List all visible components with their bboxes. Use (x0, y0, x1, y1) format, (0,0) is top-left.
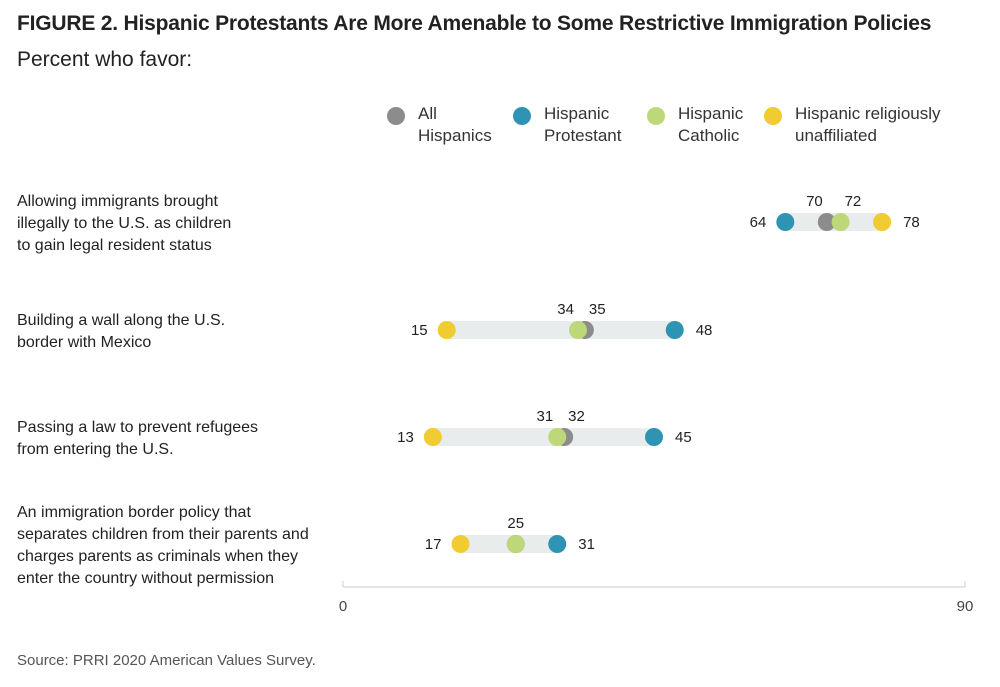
x-tick-label: 0 (339, 598, 347, 615)
legend-label-hispanic-religiously-unaffiliated: unaffiliated (795, 126, 877, 145)
legend-label-hispanic-catholic: Hispanic (678, 104, 744, 123)
row-label: separates children from their parents an… (17, 526, 309, 543)
row-3: Passing a law to prevent refugees from en… (17, 408, 692, 458)
legend-label-all-hispanics: Hispanics (418, 126, 492, 145)
row-2: Building a wall along the U.S. border wit… (17, 301, 712, 351)
legend-label-all-hispanics: All (418, 104, 437, 123)
row-label: to gain legal resident status (17, 237, 212, 254)
dot-hispanic-protestant (665, 321, 684, 339)
value-label-mid: 32 (568, 408, 585, 425)
dot-hispanic-religiously-unaffiliated (437, 321, 456, 339)
dot-hispanic-protestant (645, 428, 663, 446)
dot-hispanic-religiously-unaffiliated (423, 428, 442, 446)
row-label: border with Mexico (17, 334, 151, 351)
range-bar (432, 428, 654, 446)
legend-label-hispanic-religiously-unaffiliated: Hispanic religiously (795, 104, 941, 123)
chart-rows: Allowing immigrants brought illegally to … (17, 193, 920, 587)
dot-hispanic-protestant (776, 213, 795, 231)
value-label-max: 45 (675, 429, 692, 446)
value-label-mid: 34 (557, 301, 574, 318)
value-label-mid: 72 (845, 193, 862, 210)
row-label: enter the country without permission (17, 570, 274, 587)
chart-subtitle: Percent who favor: (17, 48, 193, 71)
dot-hispanic-religiously-unaffiliated (451, 535, 470, 553)
legend-marker-all-hispanics (387, 107, 405, 125)
row-4: An immigration border policy that separat… (17, 504, 595, 587)
source-note: Source: PRRI 2020 American Values Survey… (17, 652, 316, 669)
row-label: Building a wall along the U.S. (17, 312, 225, 329)
dot-hispanic-protestant (548, 535, 567, 553)
row-label: charges parents as criminals when they (17, 548, 298, 565)
chart-legend: All Hispanics Hispanic Protestant Hispanic Ca… (387, 104, 941, 145)
x-tick-label: 90 (957, 598, 974, 615)
value-label-mid: 25 (507, 515, 524, 532)
chart-title: FIGURE 2. Hispanic Protestants Are More … (17, 12, 932, 35)
value-label-min: 64 (750, 214, 767, 231)
value-label-max: 31 (578, 536, 595, 553)
value-label-min: 15 (411, 322, 428, 339)
value-label-max: 78 (903, 214, 920, 231)
row-label: from entering the U.S. (17, 441, 174, 458)
dot-all-hispanics (817, 213, 836, 231)
range-bar (446, 321, 675, 339)
dot-hispanic-catholic (548, 428, 567, 446)
value-label-min: 13 (397, 429, 414, 446)
legend-marker-hispanic-catholic (647, 107, 665, 125)
legend-label-hispanic-protestant: Hispanic (544, 104, 610, 123)
dot-hispanic-religiously-unaffiliated (873, 213, 892, 231)
x-axis: 0 90 (339, 581, 974, 615)
row-1: Allowing immigrants brought illegally to … (17, 193, 920, 254)
legend-label-hispanic-catholic: Catholic (678, 126, 740, 145)
row-label: Allowing immigrants brought (17, 193, 219, 210)
dot-hispanic-catholic (506, 535, 525, 553)
legend-marker-hispanic-protestant (513, 107, 531, 125)
row-label: Passing a law to prevent refugees (17, 419, 258, 436)
row-label: An immigration border policy that (17, 504, 251, 521)
value-label-min: 17 (425, 536, 442, 553)
legend-label-hispanic-protestant: Protestant (544, 126, 622, 145)
dot-hispanic-catholic (568, 321, 587, 339)
legend-marker-hispanic-religiously-unaffiliated (764, 107, 782, 125)
dot-hispanic-catholic (831, 213, 850, 231)
row-label: illegally to the U.S. as children (17, 215, 231, 232)
value-label-mid: 35 (589, 301, 606, 318)
value-label-mid: 31 (537, 408, 554, 425)
value-label-mid: 70 (806, 193, 823, 210)
value-label-max: 48 (696, 322, 713, 339)
